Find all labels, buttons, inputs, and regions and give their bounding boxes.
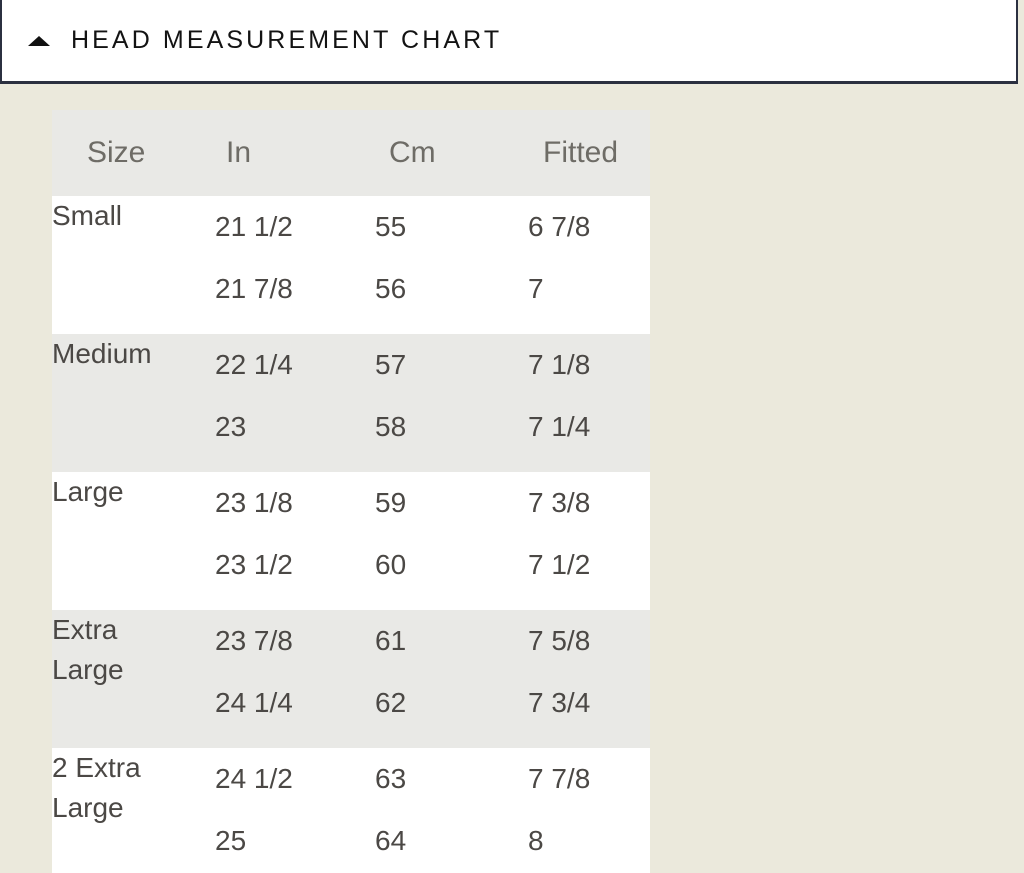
measurement-value: 62	[375, 687, 407, 718]
measurement-value: 57	[375, 349, 407, 380]
measurement-value: 8	[528, 825, 544, 856]
measurement-value: 7 3/8	[528, 487, 591, 518]
table-body: Small 21 1/2 21 7/8 55 56 6 7/8 7 Medium 22 1/4 2…	[52, 196, 650, 873]
measurement-value: 25	[215, 825, 247, 856]
measurement-value: 59	[375, 487, 407, 518]
measurement-value: 24 1/4	[215, 687, 293, 718]
table-row: 2 Extra Large 24 1/2 25 63 64 7 7/8 8	[52, 748, 650, 873]
cell-size: Large	[52, 472, 215, 610]
triangle-up-icon[interactable]	[28, 35, 50, 46]
measurement-value: 7 1/2	[528, 549, 591, 580]
cell-cm: 63 64	[375, 748, 528, 873]
measurement-value: 22 1/4	[215, 349, 293, 380]
measurement-value: 7	[528, 273, 544, 304]
size-label-line: Medium	[52, 338, 152, 369]
column-header-fitted: Fitted	[543, 136, 619, 169]
measurement-value: 55	[375, 211, 407, 242]
cell-size: 2 Extra Large	[52, 748, 215, 873]
measurement-value: 23 1/8	[215, 487, 293, 518]
measurement-value: 58	[375, 411, 407, 442]
cell-fitted: 6 7/8 7	[528, 196, 650, 334]
measurement-value: 23 7/8	[215, 625, 293, 656]
measurement-value: 7 5/8	[528, 625, 591, 656]
size-label-line: Extra	[52, 614, 118, 645]
measurement-value: 63	[375, 763, 407, 794]
cell-cm: 55 56	[375, 196, 528, 334]
cell-size: Medium	[52, 334, 215, 472]
cell-cm: 57 58	[375, 334, 528, 472]
cell-in: 23 1/8 23 1/2	[215, 472, 375, 610]
cell-in: 21 1/2 21 7/8	[215, 196, 375, 334]
cell-cm: 61 62	[375, 610, 528, 748]
accordion-content-panel: Size In Cm Fitted Small 21 1/2 21 7/8 55 56 6…	[0, 87, 1024, 873]
measurement-value: 23 1/2	[215, 549, 293, 580]
measurement-value: 56	[375, 273, 407, 304]
cell-in: 23 7/8 24 1/4	[215, 610, 375, 748]
cell-cm: 59 60	[375, 472, 528, 610]
measurement-value: 6 7/8	[528, 211, 591, 242]
table-row: Small 21 1/2 21 7/8 55 56 6 7/8 7	[52, 196, 650, 334]
measurement-value: 24 1/2	[215, 763, 293, 794]
table-header-row: Size In Cm Fitted	[52, 110, 650, 196]
cell-fitted: 7 1/8 7 1/4	[528, 334, 650, 472]
measurement-value: 23	[215, 411, 247, 442]
measurement-value: 64	[375, 825, 407, 856]
measurement-value: 7 1/8	[528, 349, 591, 380]
measurement-value: 7 3/4	[528, 687, 591, 718]
cell-size: Extra Large	[52, 610, 215, 748]
cell-fitted: 7 7/8 8	[528, 748, 650, 873]
size-label-line: Small	[52, 200, 123, 231]
head-measurement-chart-accordion-header[interactable]: HEAD MEASUREMENT CHART	[0, 0, 1018, 84]
measurement-value: 21 1/2	[215, 211, 293, 242]
page-title: HEAD MEASUREMENT CHART	[71, 26, 503, 54]
cell-in: 22 1/4 23	[215, 334, 375, 472]
cell-fitted: 7 5/8 7 3/4	[528, 610, 650, 748]
table-row: Extra Large 23 7/8 24 1/4 61 62 7 5/8 7 3/4	[52, 610, 650, 748]
column-header-in: In	[226, 136, 252, 169]
size-label-line: Large	[52, 791, 124, 823]
size-label-line: 2 Extra	[52, 752, 141, 783]
measurement-value: 7 7/8	[528, 763, 591, 794]
measurement-value: 21 7/8	[215, 273, 293, 304]
head-measurement-table: Size In Cm Fitted Small 21 1/2 21 7/8 55 56 6…	[52, 110, 650, 873]
measurement-value: 7 1/4	[528, 411, 591, 442]
size-label-line: Large	[52, 476, 124, 507]
measurement-value: 60	[375, 549, 407, 580]
table-row: Medium 22 1/4 23 57 58 7 1/8 7 1/4	[52, 334, 650, 472]
column-header-size: Size	[87, 136, 146, 169]
size-label-line: Large	[52, 653, 124, 685]
table-header: Size In Cm Fitted	[52, 110, 650, 196]
column-header-cm: Cm	[389, 136, 436, 169]
cell-in: 24 1/2 25	[215, 748, 375, 873]
measurement-value: 61	[375, 625, 407, 656]
table-row: Large 23 1/8 23 1/2 59 60 7 3/8 7 1/2	[52, 472, 650, 610]
cell-size: Small	[52, 196, 215, 334]
cell-fitted: 7 3/8 7 1/2	[528, 472, 650, 610]
